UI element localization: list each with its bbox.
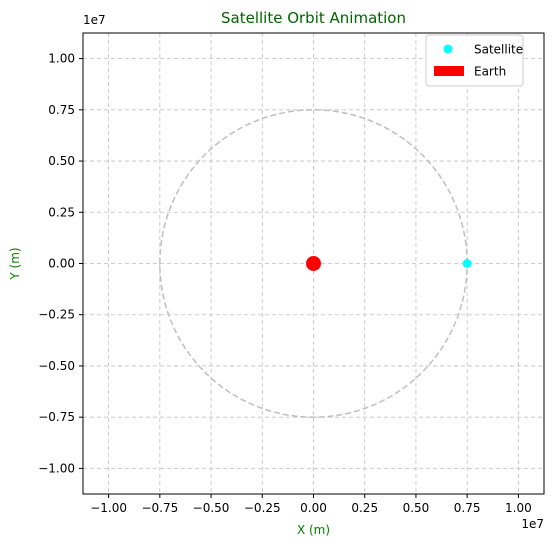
y-tick-label: −0.50: [38, 359, 75, 373]
x-axis-label: X (m): [297, 523, 330, 537]
x-tick-label: 0.50: [403, 501, 430, 515]
data-marks: [306, 256, 472, 271]
legend-satellite-marker: [443, 44, 453, 54]
legend-earth-label: Earth: [474, 65, 506, 79]
x-tick-label: −0.25: [244, 501, 281, 515]
satellite-marker: [462, 259, 472, 268]
legend: Satellite Earth: [425, 34, 524, 87]
y-tick-label: 0.25: [48, 205, 75, 219]
y-tick-label: 0.75: [48, 103, 75, 117]
earth-marker: [306, 256, 321, 271]
chart-title: Satellite Orbit Animation: [221, 9, 406, 27]
x-tick-label: −0.75: [141, 501, 178, 515]
legend-satellite-label: Satellite: [474, 43, 523, 57]
axis-ticks: −1.00 −0.75 −0.50 −0.25 0.00 0.25 0.50 0.75 1.00…: [38, 52, 532, 515]
y-tick-label: 0.00: [48, 257, 75, 271]
y-tick-label: −0.25: [38, 308, 75, 322]
x-tick-label: 0.00: [300, 501, 327, 515]
y-tick-label: −0.75: [38, 410, 75, 424]
x-tick-label: 0.25: [351, 501, 378, 515]
y-axis-offset-label: 1e7: [83, 13, 106, 27]
y-tick-label: 0.50: [48, 154, 75, 168]
x-tick-label: −1.00: [90, 501, 127, 515]
y-axis-label: Y (m): [8, 247, 22, 280]
y-tick-label: −1.00: [38, 461, 75, 475]
legend-earth-marker: [434, 66, 464, 76]
x-axis-offset-label: 1e7: [521, 517, 544, 531]
x-tick-label: 0.75: [454, 501, 481, 515]
orbit-path: [159, 109, 468, 418]
y-tick-label: 1.00: [48, 52, 75, 66]
x-tick-label: 1.00: [505, 501, 532, 515]
x-tick-label: −0.50: [193, 501, 230, 515]
